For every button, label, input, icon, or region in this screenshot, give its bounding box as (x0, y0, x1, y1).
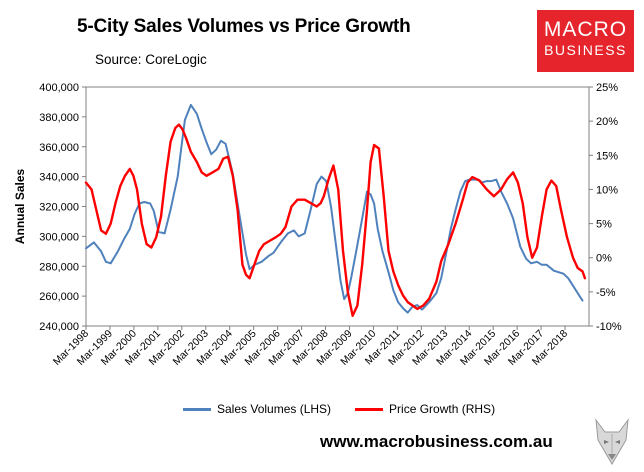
y2-tick-label: 10% (596, 184, 618, 196)
y2-tick-label: 15% (596, 150, 618, 162)
y2-tick-label: 20% (596, 116, 618, 128)
y-tick-label: 340,000 (39, 172, 79, 184)
legend-swatch-sales (183, 407, 211, 411)
y-tick-label: 320,000 (39, 202, 79, 214)
y-axis-label: Annual Sales (13, 168, 27, 244)
y2-tick-label: 0% (596, 253, 612, 265)
y-tick-label: 300,000 (39, 231, 79, 243)
y2-tick-label: 25% (596, 82, 618, 94)
y2-tick-label: -10% (596, 321, 622, 333)
y-tick-label: 280,000 (39, 261, 79, 273)
chart-legend: Sales Volumes (LHS) Price Growth (RHS) (183, 402, 519, 416)
y-tick-label: 360,000 (39, 142, 79, 154)
logo-line-2: BUSINESS (544, 42, 627, 58)
y2-tick-label: -5% (596, 287, 616, 299)
legend-label-price: Price Growth (RHS) (389, 402, 496, 416)
chart-subtitle: Source: CoreLogic (95, 52, 207, 67)
chart-title: 5-City Sales Volumes vs Price Growth (77, 16, 411, 37)
legend-item-sales: Sales Volumes (LHS) (183, 402, 331, 416)
series-line-sales-volumes (85, 103, 584, 314)
y-tick-label: 400,000 (39, 82, 79, 94)
wolf-logo-icon (595, 418, 629, 465)
legend-label-sales: Sales Volumes (LHS) (217, 402, 332, 416)
y-tick-label: 380,000 (39, 112, 79, 124)
y-tick-label: 260,000 (39, 291, 79, 303)
line-chart: 240,000 260,000 280,000 300,000 320,000 340,0… (13, 82, 622, 368)
y2-tick-label: 5% (596, 219, 612, 231)
legend-item-price: Price Growth (RHS) (355, 402, 495, 416)
macro-business-logo: MACRO BUSINESS (537, 10, 634, 72)
series-line-price-growth (84, 123, 587, 317)
legend-swatch-price (355, 407, 384, 411)
website-url: www.macrobusiness.com.au (320, 432, 553, 451)
y-tick-label: 240,000 (39, 321, 79, 333)
logo-line-1: MACRO (543, 18, 628, 41)
